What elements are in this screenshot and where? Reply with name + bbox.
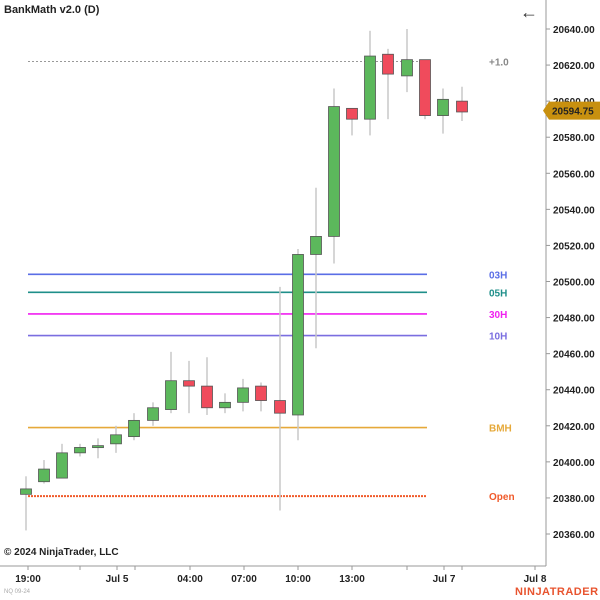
price-tick-label: 20380.00 (553, 494, 595, 505)
candle-up[interactable] (128, 419, 140, 438)
time-tick-label: 07:00 (231, 574, 257, 585)
candle-down[interactable] (274, 400, 286, 414)
price-tick-label: 20440.00 (553, 386, 595, 397)
price-tick-label: 20540.00 (553, 205, 595, 216)
price-tick-label: 20480.00 (553, 314, 595, 325)
price-tick-label: 20560.00 (553, 169, 595, 180)
candle-down[interactable] (201, 385, 213, 409)
candle-up[interactable] (56, 452, 68, 479)
candle-up[interactable] (165, 380, 177, 410)
candle-down[interactable] (255, 385, 267, 401)
chart-title: BankMath v2.0 (D) (4, 4, 100, 16)
candle-up[interactable] (292, 254, 304, 416)
instrument-label: NQ 09-24 (4, 589, 31, 595)
time-tick-label: 10:00 (285, 574, 311, 585)
time-tick-label: 04:00 (177, 574, 203, 585)
arrow-left-icon[interactable]: ← (520, 2, 538, 22)
level-label: 03H (489, 270, 507, 281)
level-label: 05H (489, 288, 507, 299)
level-label: 30H (489, 310, 507, 321)
candle-up[interactable] (20, 488, 32, 495)
current-price-label: 20594.75 (552, 107, 594, 118)
price-tick-label: 20620.00 (553, 61, 595, 72)
level-label: 10H (489, 332, 507, 343)
price-tick-label: 20580.00 (553, 133, 595, 144)
level-label: Open (489, 492, 515, 503)
level-label: BMH (489, 424, 512, 435)
candle-up[interactable] (74, 447, 86, 454)
copyright-text: © 2024 NinjaTrader, LLC (4, 547, 119, 558)
candle-up[interactable] (92, 445, 104, 449)
price-tick-label: 20640.00 (553, 25, 595, 36)
candle-up[interactable] (401, 59, 413, 77)
current-price-marker (543, 101, 600, 120)
candle-up[interactable] (437, 98, 449, 116)
candle-down[interactable] (456, 100, 468, 113)
candle-down[interactable] (419, 59, 431, 116)
candle-up[interactable] (237, 387, 249, 403)
candle-down[interactable] (346, 107, 358, 120)
candle-up[interactable] (328, 106, 340, 237)
candle-down[interactable] (382, 53, 394, 75)
candle-up[interactable] (38, 468, 50, 483)
price-tick-label: 20420.00 (553, 422, 595, 433)
price-tick-label: 20520.00 (553, 241, 595, 252)
candle-down[interactable] (183, 380, 195, 387)
price-tick-label: 20360.00 (553, 530, 595, 541)
candle-up[interactable] (364, 55, 376, 120)
price-tick-label: 20500.00 (553, 278, 595, 289)
time-tick-label: Jul 7 (433, 574, 456, 585)
time-tick-label: Jul 8 (524, 574, 547, 585)
time-tick-label: 13:00 (339, 574, 365, 585)
time-tick-label: Jul 5 (106, 574, 129, 585)
candle-up[interactable] (110, 434, 122, 445)
ninjatrader-logo: NINJATRADER (515, 586, 599, 598)
price-tick-label: 20400.00 (553, 458, 595, 469)
level-label: +1.0 (489, 57, 509, 68)
candle-up[interactable] (310, 236, 322, 255)
price-tick-label: 20460.00 (553, 350, 595, 361)
time-tick-label: 19:00 (15, 574, 41, 585)
candle-up[interactable] (219, 401, 231, 409)
candle-up[interactable] (147, 407, 159, 421)
